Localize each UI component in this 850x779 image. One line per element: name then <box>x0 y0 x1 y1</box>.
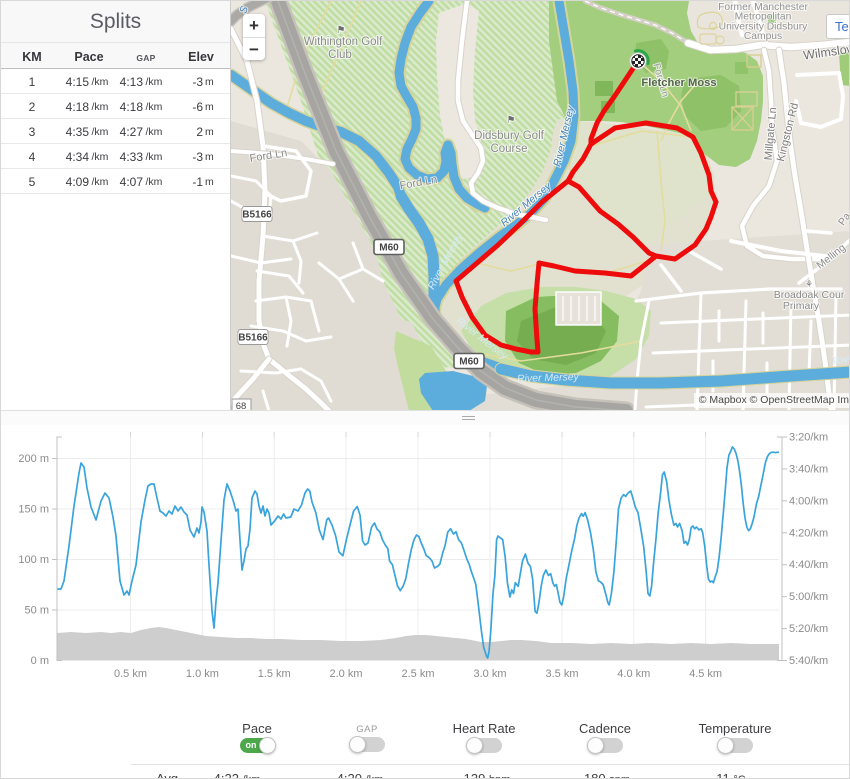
svg-text:5:00/km: 5:00/km <box>789 591 828 603</box>
svg-text:University Didsbury: University Didsbury <box>719 21 809 32</box>
svg-text:River Mersey: River Mersey <box>517 371 580 385</box>
svg-text:⚑: ⚑ <box>507 115 516 126</box>
svg-text:Ford Ln: Ford Ln <box>249 147 288 165</box>
svg-text:1.5 km: 1.5 km <box>258 668 291 680</box>
svg-text:Withington Golf: Withington Golf <box>304 36 383 48</box>
svg-text:B5166: B5166 <box>238 333 268 344</box>
svg-text:4.5 km: 4.5 km <box>689 668 722 680</box>
svg-text:5:40/km: 5:40/km <box>789 655 828 667</box>
svg-text:M60: M60 <box>459 357 479 368</box>
svg-text:Fletcher Moss: Fletcher Moss <box>641 77 716 89</box>
svg-text:4:00/km: 4:00/km <box>789 495 828 507</box>
svg-text:1.0 km: 1.0 km <box>186 668 219 680</box>
svg-text:3.5 km: 3.5 km <box>545 668 578 680</box>
svg-text:3:40/km: 3:40/km <box>789 463 828 475</box>
svg-text:4:40/km: 4:40/km <box>789 559 828 571</box>
svg-text:4.0 km: 4.0 km <box>617 668 650 680</box>
svg-text:50 m: 50 m <box>25 605 49 617</box>
svg-text:⚘: ⚘ <box>805 279 813 289</box>
svg-text:Didsbury Golf: Didsbury Golf <box>474 130 544 142</box>
svg-text:Club: Club <box>328 49 352 61</box>
svg-text:M60: M60 <box>379 243 399 254</box>
svg-text:Primary: Primary <box>783 300 820 312</box>
svg-text:Rive: Rive <box>832 352 850 368</box>
svg-text:150 m: 150 m <box>18 504 49 516</box>
svg-text:0.5 km: 0.5 km <box>114 668 147 680</box>
svg-text:Metropolitan: Metropolitan <box>735 12 792 23</box>
svg-text:3:20/km: 3:20/km <box>789 432 828 444</box>
svg-text:Course: Course <box>490 143 527 155</box>
svg-text:Campus: Campus <box>744 31 782 42</box>
svg-text:68: 68 <box>236 401 247 410</box>
svg-text:Millgate Ln: Millgate Ln <box>763 107 780 161</box>
svg-text:3.0 km: 3.0 km <box>473 668 506 680</box>
svg-text:200 m: 200 m <box>18 453 49 465</box>
svg-text:2.0 km: 2.0 km <box>329 668 362 680</box>
svg-text:Former Manchester: Former Manchester <box>718 2 808 13</box>
svg-text:Broadoak Cour: Broadoak Cour <box>774 289 845 301</box>
svg-text:4:20/km: 4:20/km <box>789 527 828 539</box>
svg-text:2.5 km: 2.5 km <box>401 668 434 680</box>
svg-text:B5166: B5166 <box>242 210 272 221</box>
svg-text:5:20/km: 5:20/km <box>789 623 828 635</box>
svg-text:⚑: ⚑ <box>337 25 346 36</box>
svg-text:100 m: 100 m <box>18 554 49 566</box>
svg-text:0 m: 0 m <box>31 655 49 667</box>
